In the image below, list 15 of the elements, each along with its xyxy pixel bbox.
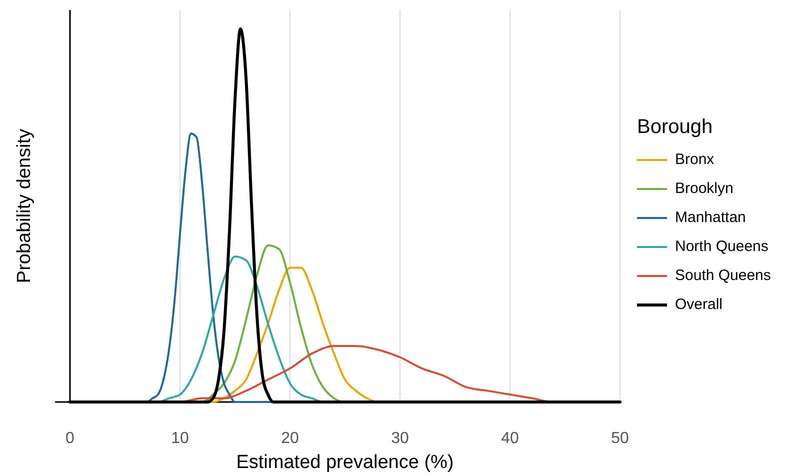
x-tick-label: 30	[391, 430, 409, 447]
legend-label: Bronx	[675, 150, 715, 168]
x-tick-label: 40	[501, 430, 519, 447]
y-axis-title: Probability density	[14, 128, 35, 284]
legend-label: Overall	[675, 296, 723, 313]
legend-label: Manhattan	[675, 208, 746, 226]
x-tick-label: 50	[611, 430, 629, 447]
legend-title: Borough	[637, 116, 713, 138]
legend-label: North Queens	[675, 238, 768, 255]
x-tick-label: 20	[281, 430, 299, 447]
x-tick-label: 10	[171, 430, 189, 447]
x-tick-label: 0	[66, 430, 75, 447]
legend-label: South Queens	[675, 266, 771, 284]
x-axis-title: Estimated prevalence (%)	[236, 452, 454, 473]
legend-label: Brooklyn	[675, 180, 734, 197]
